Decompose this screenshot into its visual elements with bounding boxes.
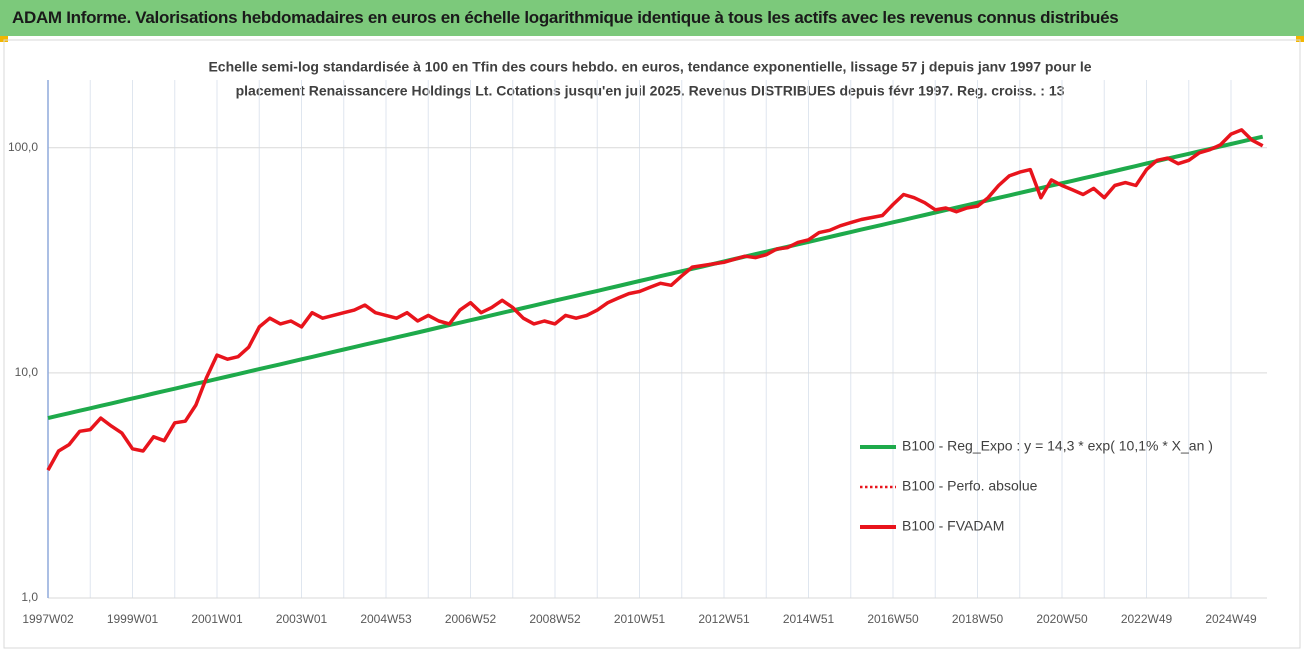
data-line xyxy=(46,128,1264,471)
x-tick-label: 2008W52 xyxy=(529,612,581,626)
x-tick-label: 2024W49 xyxy=(1205,612,1257,626)
corner-mark xyxy=(0,36,8,42)
legend-label: B100 - Reg_Expo : y = 14,3 * exp( 10,1% … xyxy=(902,438,1213,454)
chart-title: placement Renaissancere Holdings Lt. Cot… xyxy=(236,83,1065,99)
banner: ADAM Informe. Valorisations hebdomadaire… xyxy=(0,0,1304,36)
x-tick-label: 1997W02 xyxy=(22,612,74,626)
x-tick-label: 2016W50 xyxy=(867,612,919,626)
x-tick-label: 2014W51 xyxy=(783,612,835,626)
legend-label: B100 - Perfo. absolue xyxy=(902,478,1038,494)
x-tick-label: 2018W50 xyxy=(952,612,1004,626)
x-tick-label: 2022W49 xyxy=(1121,612,1173,626)
x-tick-label: 1999W01 xyxy=(107,612,159,626)
x-tick-label: 2003W01 xyxy=(276,612,328,626)
data-line xyxy=(47,134,1264,421)
x-tick-label: 2010W51 xyxy=(614,612,666,626)
x-tick-label: 2012W51 xyxy=(698,612,750,626)
x-tick-label: 2004W53 xyxy=(360,612,412,626)
x-tick-label: 2001W01 xyxy=(191,612,243,626)
x-tick-label: 2006W52 xyxy=(445,612,497,626)
chart-title: Echelle semi-log standardisée à 100 en T… xyxy=(208,59,1091,75)
corner-mark xyxy=(1296,36,1304,42)
legend-label: B100 - FVADAM xyxy=(902,518,1004,534)
y-tick-label: 100,0 xyxy=(8,140,38,154)
x-tick-label: 2020W50 xyxy=(1036,612,1088,626)
chart-frame xyxy=(3,39,1301,649)
y-tick-label: 10,0 xyxy=(15,365,39,379)
y-tick-label: 1,0 xyxy=(21,590,38,604)
